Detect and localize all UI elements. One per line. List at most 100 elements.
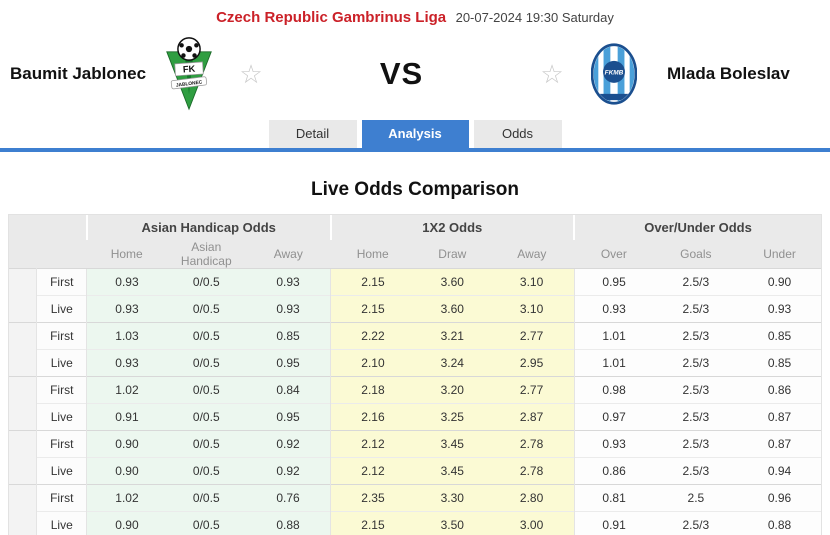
table-row: Live 0.90 0/0.5 0.92 2.12 3.45 2.78 0.86 2.5/3 0.… [9, 457, 821, 485]
x12-odds-cell: 2.18 [329, 376, 415, 404]
x12-odds-cell: 3.10 [489, 268, 575, 296]
ah-odds-cell: 0/0.5 [166, 268, 247, 296]
table-row: First 1.02 0/0.5 0.76 2.35 3.30 2.80 0.81 2.5 0.9… [9, 484, 821, 535]
bookmaker-cell [9, 376, 38, 431]
ah-odds-cell: 0.93 [86, 268, 167, 296]
ah-odds-cell: 0.92 [246, 430, 331, 458]
ou-odds-cell: 0.86 [573, 457, 654, 485]
col-header-ah-home: Home [86, 240, 167, 269]
teams-row: Baumit Jablonec FK JABLONEC ☆ VS ☆ [0, 28, 830, 120]
row-type-cell: Live [36, 511, 87, 535]
section-title: Live Odds Comparison [311, 179, 519, 200]
ah-odds-cell: 0.95 [246, 403, 331, 431]
ou-odds-cell: 0.93 [573, 295, 654, 323]
row-type-cell: Live [36, 403, 87, 431]
ah-odds-cell: 1.03 [86, 322, 167, 350]
ah-odds-cell: 1.02 [86, 376, 167, 404]
favorite-star-away-icon[interactable]: ☆ [540, 59, 564, 89]
ah-odds-cell: 0/0.5 [166, 484, 247, 512]
svg-text:FK: FK [183, 64, 196, 75]
ou-odds-cell: 2.5 [653, 484, 739, 512]
x12-odds-cell: 2.78 [489, 457, 575, 485]
x12-odds-cell: 3.60 [414, 268, 490, 296]
row-type-cell: First [36, 430, 87, 458]
tab-detail[interactable]: Detail [268, 120, 357, 148]
ah-odds-cell: 0.91 [86, 403, 167, 431]
bookmaker-cell [9, 322, 38, 377]
ou-odds-cell: 0.87 [738, 430, 821, 458]
ou-odds-cell: 0.91 [573, 511, 654, 535]
ou-odds-cell: 0.85 [738, 322, 821, 350]
svg-text:JABLONEC: JABLONEC [176, 79, 203, 88]
away-logo-text: FKMB [605, 70, 624, 77]
x12-odds-cell: 2.10 [329, 349, 415, 377]
ou-odds-cell: 0.96 [738, 484, 821, 512]
ou-odds-cell: 2.5/3 [653, 349, 739, 377]
tab-bar: Detail Analysis Odds [0, 120, 830, 148]
table-row: First 1.03 0/0.5 0.85 2.22 3.21 2.77 1.01 2.5/3 0… [9, 322, 821, 377]
ou-odds-cell: 0.93 [573, 430, 654, 458]
ou-odds-cell: 0.95 [573, 268, 654, 296]
table-row: Live 0.93 0/0.5 0.95 2.10 3.24 2.95 1.01 2.5/3 0.… [9, 349, 821, 377]
table-corner-cell [9, 215, 87, 269]
col-header-asian-handicap: Asian Handicap [166, 240, 247, 269]
x12-odds-cell: 2.15 [329, 268, 415, 296]
vs-label: VS [379, 56, 424, 91]
x12-odds-cell: 2.35 [329, 484, 415, 512]
tab-odds[interactable]: Odds [473, 120, 562, 148]
x12-odds-cell: 3.21 [414, 322, 490, 350]
group-header-asian-handicap: Asian Handicap Odds [85, 215, 331, 240]
table-row: Live 0.91 0/0.5 0.95 2.16 3.25 2.87 0.97 2.5/3 0.… [9, 403, 821, 431]
ou-odds-cell: 2.5/3 [653, 430, 739, 458]
group-header-over-under: Over/Under Odds [573, 215, 821, 240]
table-row: Live 0.93 0/0.5 0.93 2.15 3.60 3.10 0.93 2.5/3 0.… [9, 295, 821, 323]
tabs-underline [0, 148, 830, 152]
ah-odds-cell: 0.76 [246, 484, 331, 512]
ah-odds-cell: 0.85 [246, 322, 331, 350]
row-type-cell: Live [36, 457, 87, 485]
x12-odds-cell: 3.25 [414, 403, 490, 431]
x12-odds-cell: 2.87 [489, 403, 575, 431]
x12-odds-cell: 3.00 [489, 511, 575, 535]
table-row: First 0.90 0/0.5 0.92 2.12 3.45 2.78 0.93 2.5/3 0… [9, 430, 821, 485]
tab-analysis[interactable]: Analysis [361, 120, 469, 148]
x12-odds-cell: 3.45 [414, 430, 490, 458]
ah-odds-cell: 0.88 [246, 511, 331, 535]
x12-odds-cell: 3.20 [414, 376, 490, 404]
ah-odds-cell: 0/0.5 [166, 457, 247, 485]
live-odds-table: Asian Handicap Odds 1X2 Odds Over/Under … [8, 214, 822, 535]
ou-odds-cell: 2.5/3 [653, 268, 739, 296]
ou-odds-cell: 0.86 [738, 376, 821, 404]
odds-table-body: First 0.93 0/0.5 0.93 2.15 3.60 3.10 0.95 2.5/3 0… [9, 268, 821, 535]
ah-odds-cell: 0/0.5 [166, 430, 247, 458]
x12-odds-cell: 2.77 [489, 322, 575, 350]
ou-odds-cell: 0.81 [573, 484, 654, 512]
bookmaker-cell [9, 430, 38, 485]
x12-odds-cell: 3.60 [414, 295, 490, 323]
ah-odds-cell: 0/0.5 [166, 349, 247, 377]
x12-odds-cell: 2.12 [329, 430, 415, 458]
favorite-star-home-icon[interactable]: ☆ [239, 59, 263, 89]
ou-odds-cell: 2.5/3 [653, 376, 739, 404]
away-team-logo-icon: FKMB [583, 43, 645, 105]
col-header-over: Over [574, 240, 654, 269]
bookmaker-cell [9, 484, 38, 535]
col-header-draw: Draw [414, 240, 490, 269]
ah-odds-cell: 0.93 [86, 349, 167, 377]
row-type-cell: Live [36, 295, 87, 323]
ou-odds-cell: 0.88 [738, 511, 821, 535]
ah-odds-cell: 0/0.5 [166, 511, 247, 535]
ah-odds-cell: 0.84 [246, 376, 331, 404]
match-datetime: 20-07-2024 19:30 Saturday [455, 10, 614, 25]
x12-odds-cell: 2.77 [489, 376, 575, 404]
x12-odds-cell: 3.30 [414, 484, 490, 512]
row-type-cell: First [36, 322, 87, 350]
x12-odds-cell: 3.24 [414, 349, 490, 377]
ah-odds-cell: 0/0.5 [166, 322, 247, 350]
ou-odds-cell: 2.5/3 [653, 457, 739, 485]
x12-odds-cell: 2.15 [329, 295, 415, 323]
ou-odds-cell: 0.93 [738, 295, 821, 323]
ou-odds-cell: 0.97 [573, 403, 654, 431]
col-header-ah-away: Away [246, 240, 331, 269]
col-header-1x2-home: Home [330, 240, 415, 269]
